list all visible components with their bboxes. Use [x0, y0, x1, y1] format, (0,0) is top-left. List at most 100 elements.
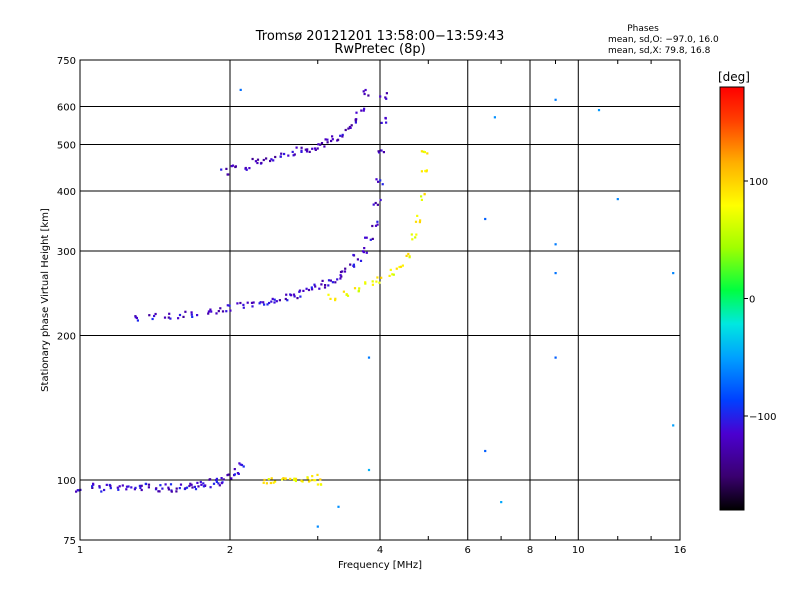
data-point [219, 307, 222, 310]
data-point [369, 238, 372, 241]
data-point [215, 312, 218, 315]
x-tick-label: 10 [572, 545, 585, 556]
y-tick-label: 750 [57, 56, 76, 67]
data-point [258, 302, 261, 305]
y-axis-label: Stationary phase Virtual Height [km] [40, 208, 51, 392]
y-tick-label: 500 [57, 141, 76, 152]
data-point [423, 151, 426, 154]
data-point [193, 485, 196, 488]
data-point [158, 490, 161, 493]
data-point [317, 143, 320, 146]
data-point [318, 287, 321, 290]
data-point [292, 293, 296, 296]
data-point [339, 277, 342, 280]
data-point [210, 310, 213, 313]
data-point [159, 484, 162, 487]
data-point [242, 306, 245, 309]
data-point [133, 488, 136, 491]
data-point [234, 165, 237, 169]
data-point [293, 478, 296, 481]
data-point [320, 142, 324, 145]
data-point [374, 224, 378, 227]
data-point [266, 303, 269, 306]
data-point [262, 481, 265, 484]
data-point [268, 301, 271, 305]
data-point [314, 148, 317, 151]
data-point [376, 220, 379, 223]
data-point [365, 236, 368, 239]
data-point [280, 152, 283, 155]
data-point [411, 238, 414, 241]
data-point [307, 480, 311, 483]
data-point [263, 303, 266, 306]
data-point [278, 299, 281, 302]
data-point [263, 478, 266, 482]
data-point [293, 153, 296, 156]
data-point [298, 289, 302, 292]
data-point [416, 214, 419, 217]
data-point [426, 152, 429, 155]
data-point [217, 310, 220, 313]
data-point [284, 297, 287, 301]
data-point [320, 483, 323, 486]
data-point [363, 247, 366, 250]
data-point [316, 473, 319, 476]
data-point [262, 301, 265, 304]
data-point [379, 179, 382, 182]
data-point [420, 170, 423, 173]
data-point [362, 90, 365, 93]
data-point [167, 488, 170, 491]
data-point [236, 302, 239, 305]
data-point [364, 236, 367, 239]
data-point [364, 281, 367, 284]
data-point [190, 313, 193, 316]
data-point [597, 109, 601, 112]
data-point [339, 270, 343, 274]
data-point [349, 263, 352, 266]
data-point [385, 97, 388, 100]
data-point [363, 92, 366, 96]
data-point [302, 289, 305, 292]
data-point [307, 288, 311, 292]
data-point [316, 147, 319, 150]
data-point [262, 158, 265, 162]
data-point [327, 279, 331, 282]
data-point [418, 221, 421, 224]
data-point [337, 138, 340, 141]
data-point [380, 276, 383, 279]
data-point [364, 282, 367, 285]
data-point [300, 146, 303, 149]
data-points-layer [75, 88, 675, 528]
data-point [306, 148, 309, 151]
data-point [190, 483, 193, 486]
data-point [306, 477, 309, 480]
data-point [331, 138, 334, 141]
data-point [246, 301, 249, 304]
data-point [376, 203, 379, 206]
data-point [109, 484, 112, 487]
data-point [242, 465, 245, 468]
data-point [336, 278, 339, 281]
data-point [375, 280, 378, 283]
data-point [360, 109, 363, 112]
data-point [138, 484, 141, 487]
data-point [554, 272, 557, 275]
data-point [382, 151, 385, 154]
data-point [196, 481, 199, 484]
colorbar-tick-label: 100 [749, 177, 768, 188]
data-point [221, 310, 225, 313]
data-point [184, 487, 187, 490]
data-point [134, 486, 137, 489]
data-point [407, 252, 410, 256]
data-point [367, 94, 370, 97]
data-point [290, 294, 293, 297]
data-point [326, 141, 329, 144]
data-point [230, 477, 233, 480]
chart-subtitle: RwPretec (8p) [334, 42, 425, 57]
data-point [380, 121, 383, 124]
data-point [273, 298, 276, 301]
data-point [420, 198, 423, 201]
data-point [399, 265, 403, 268]
data-point [92, 482, 95, 485]
